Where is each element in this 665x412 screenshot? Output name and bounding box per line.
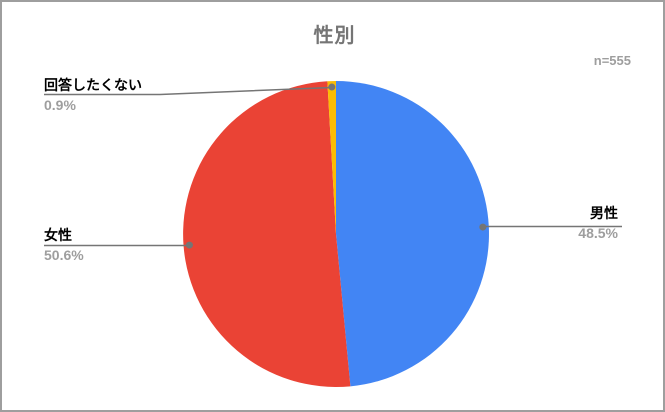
pie-slice-female[interactable] — [183, 81, 351, 387]
leader-dot-no-answer — [328, 83, 336, 91]
slice-name-male: 男性 — [590, 205, 618, 221]
slice-percent-male: 48.5% — [578, 225, 618, 241]
leader-lines-group — [44, 86, 622, 247]
slice-name-no-answer: 回答したくない — [44, 77, 142, 93]
pie-slice-male[interactable] — [336, 81, 489, 387]
pie-slices-group — [183, 80, 489, 387]
slice-percent-no-answer: 0.9% — [44, 97, 76, 113]
leader-dots-group — [185, 83, 487, 249]
slice-percent-female: 50.6% — [44, 247, 84, 263]
leader-dot-male — [479, 223, 487, 231]
chart-title: 性別 — [313, 25, 356, 47]
leader-line-no-answer — [44, 86, 333, 96]
slice-name-female: 女性 — [44, 227, 72, 243]
leader-dot-female — [185, 241, 193, 249]
slice-label-female: 女性 50.6% — [44, 226, 84, 264]
pie-slice-no-answer[interactable] — [327, 80, 336, 235]
sample-size-label: n=555 — [593, 53, 631, 68]
slice-label-no-answer: 回答したくない 0.9% — [44, 76, 142, 114]
slice-label-male: 男性 48.5% — [578, 204, 618, 242]
